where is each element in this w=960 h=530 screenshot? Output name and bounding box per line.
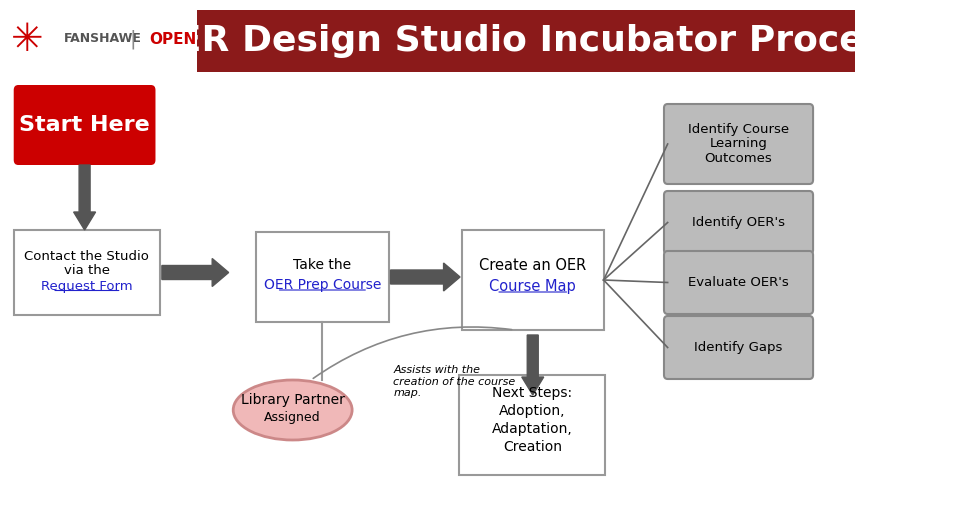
Text: Contact the Studio: Contact the Studio (24, 250, 150, 263)
Text: Next Steps:: Next Steps: (492, 386, 572, 400)
FancyBboxPatch shape (664, 316, 813, 379)
Text: Identify Gaps: Identify Gaps (694, 341, 782, 354)
Text: FANSHAWE: FANSHAWE (64, 32, 142, 46)
Text: Start Here: Start Here (19, 115, 150, 135)
Text: Identify Course
Learning
Outcomes: Identify Course Learning Outcomes (688, 122, 789, 165)
Polygon shape (391, 263, 460, 291)
Text: Library Partner: Library Partner (241, 393, 345, 407)
Text: Course Map: Course Map (490, 278, 576, 294)
Text: Take the: Take the (294, 258, 351, 272)
FancyBboxPatch shape (459, 375, 606, 475)
Text: Create an OER: Create an OER (479, 259, 587, 273)
Text: Request Form: Request Form (41, 280, 132, 293)
Text: Evaluate OER's: Evaluate OER's (688, 276, 789, 289)
Polygon shape (522, 335, 543, 395)
Text: Assigned: Assigned (264, 411, 321, 425)
Text: Identify OER's: Identify OER's (692, 216, 785, 229)
FancyBboxPatch shape (256, 232, 389, 322)
Text: Adoption,: Adoption, (499, 404, 565, 418)
Text: Adaptation,: Adaptation, (492, 422, 573, 436)
Text: Assists with the
creation of the course
map.: Assists with the creation of the course … (394, 365, 516, 398)
Text: Creation: Creation (503, 440, 562, 454)
Polygon shape (74, 165, 96, 230)
FancyBboxPatch shape (664, 104, 813, 184)
Polygon shape (162, 259, 228, 287)
FancyBboxPatch shape (13, 85, 156, 165)
Text: |: | (130, 29, 136, 49)
Text: via the: via the (64, 264, 109, 277)
FancyBboxPatch shape (664, 251, 813, 314)
Text: ✳: ✳ (12, 21, 44, 59)
FancyBboxPatch shape (13, 230, 160, 315)
Text: OER Design Studio Incubator Process: OER Design Studio Incubator Process (146, 24, 906, 58)
FancyBboxPatch shape (462, 230, 604, 330)
Text: OER Prep Course: OER Prep Course (264, 278, 381, 292)
Ellipse shape (233, 380, 352, 440)
FancyBboxPatch shape (664, 191, 813, 254)
FancyBboxPatch shape (197, 10, 855, 72)
Text: OPEN: OPEN (149, 31, 197, 47)
